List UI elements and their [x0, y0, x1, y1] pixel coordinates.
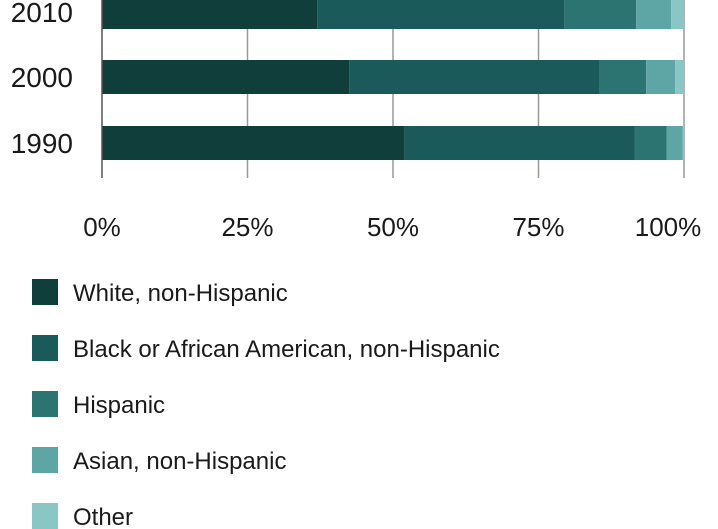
x-tick-label: 75% — [512, 212, 564, 242]
legend-label: Black or African American, non-Hispanic — [73, 336, 500, 363]
bar-segment — [102, 0, 318, 29]
legend-swatch — [32, 447, 58, 473]
x-tick-label: 50% — [367, 212, 419, 242]
bar-segment — [682, 126, 684, 160]
bar-segment — [564, 0, 637, 29]
legend: White, non-Hispanic Black or African Amer… — [32, 279, 500, 529]
legend-swatch — [32, 503, 58, 529]
bar-segment — [102, 126, 405, 160]
y-tick-label: 2000 — [11, 62, 73, 93]
bar-segment — [634, 126, 667, 160]
legend-swatch — [32, 279, 58, 305]
bar-segment — [102, 60, 350, 94]
y-tick-label: 2010 — [11, 0, 73, 28]
bar-segment — [636, 0, 672, 29]
axes: 2010 2000 1990 0% 25% 50% 75% 100% — [11, 0, 702, 242]
x-tick-label: 100% — [635, 212, 702, 242]
bar-segment — [666, 126, 683, 160]
y-tick-label: 1990 — [11, 128, 73, 159]
bar-segment — [404, 126, 635, 160]
bar-segment — [671, 0, 684, 29]
bars — [102, 0, 684, 160]
x-tick-label: 25% — [221, 212, 273, 242]
bar-segment — [349, 60, 600, 94]
legend-swatch — [32, 335, 58, 361]
bar-segment — [675, 60, 684, 94]
x-tick-label: 0% — [83, 212, 121, 242]
legend-swatch — [32, 391, 58, 417]
bar-segment — [646, 60, 676, 94]
legend-label: Other — [73, 504, 133, 529]
legend-label: Hispanic — [73, 392, 165, 419]
legend-label: White, non-Hispanic — [73, 280, 288, 307]
bar-segment — [599, 60, 647, 94]
legend-label: Asian, non-Hispanic — [73, 448, 286, 475]
bar-segment — [317, 0, 565, 29]
